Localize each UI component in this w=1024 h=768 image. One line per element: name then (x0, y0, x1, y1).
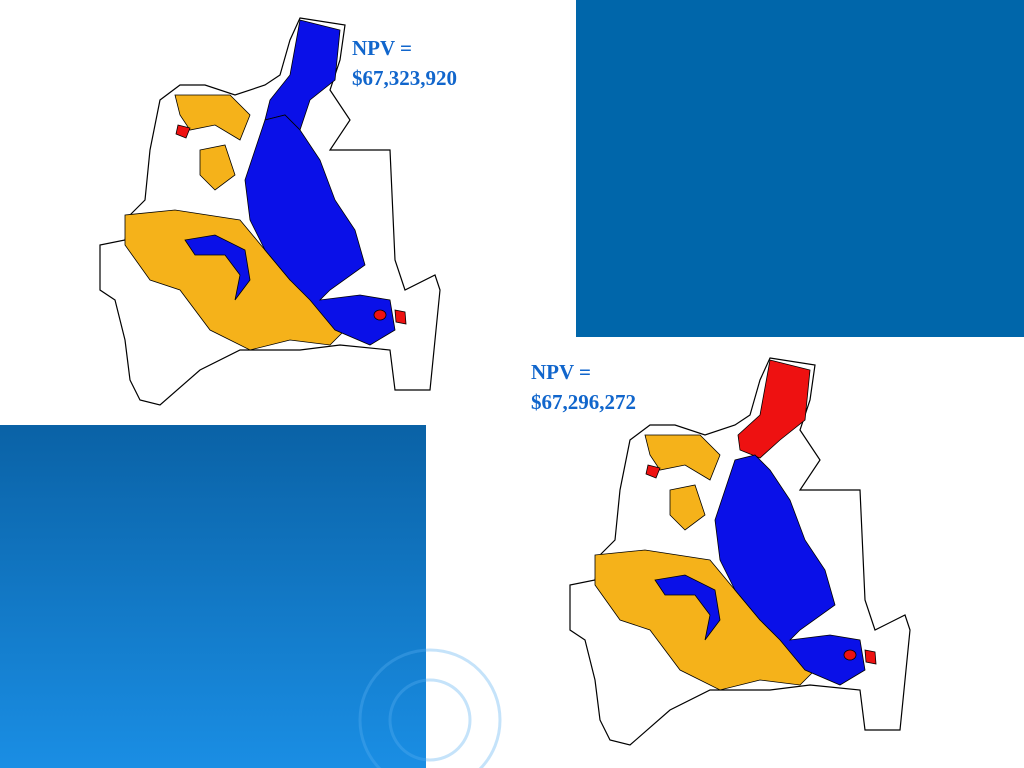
map: NPV = $67,296,272 (531, 357, 911, 746)
map: NPV = $67,323,920 (99, 17, 457, 406)
npv-value: $67,323,920 (352, 66, 457, 90)
blue-panel (0, 425, 426, 768)
npv-value: $67,296,272 (531, 390, 636, 414)
npv-label: NPV = (352, 36, 412, 60)
npv-label: NPV = (531, 360, 591, 384)
swirl-decoration (358, 648, 502, 768)
blue-panel (576, 0, 1024, 337)
